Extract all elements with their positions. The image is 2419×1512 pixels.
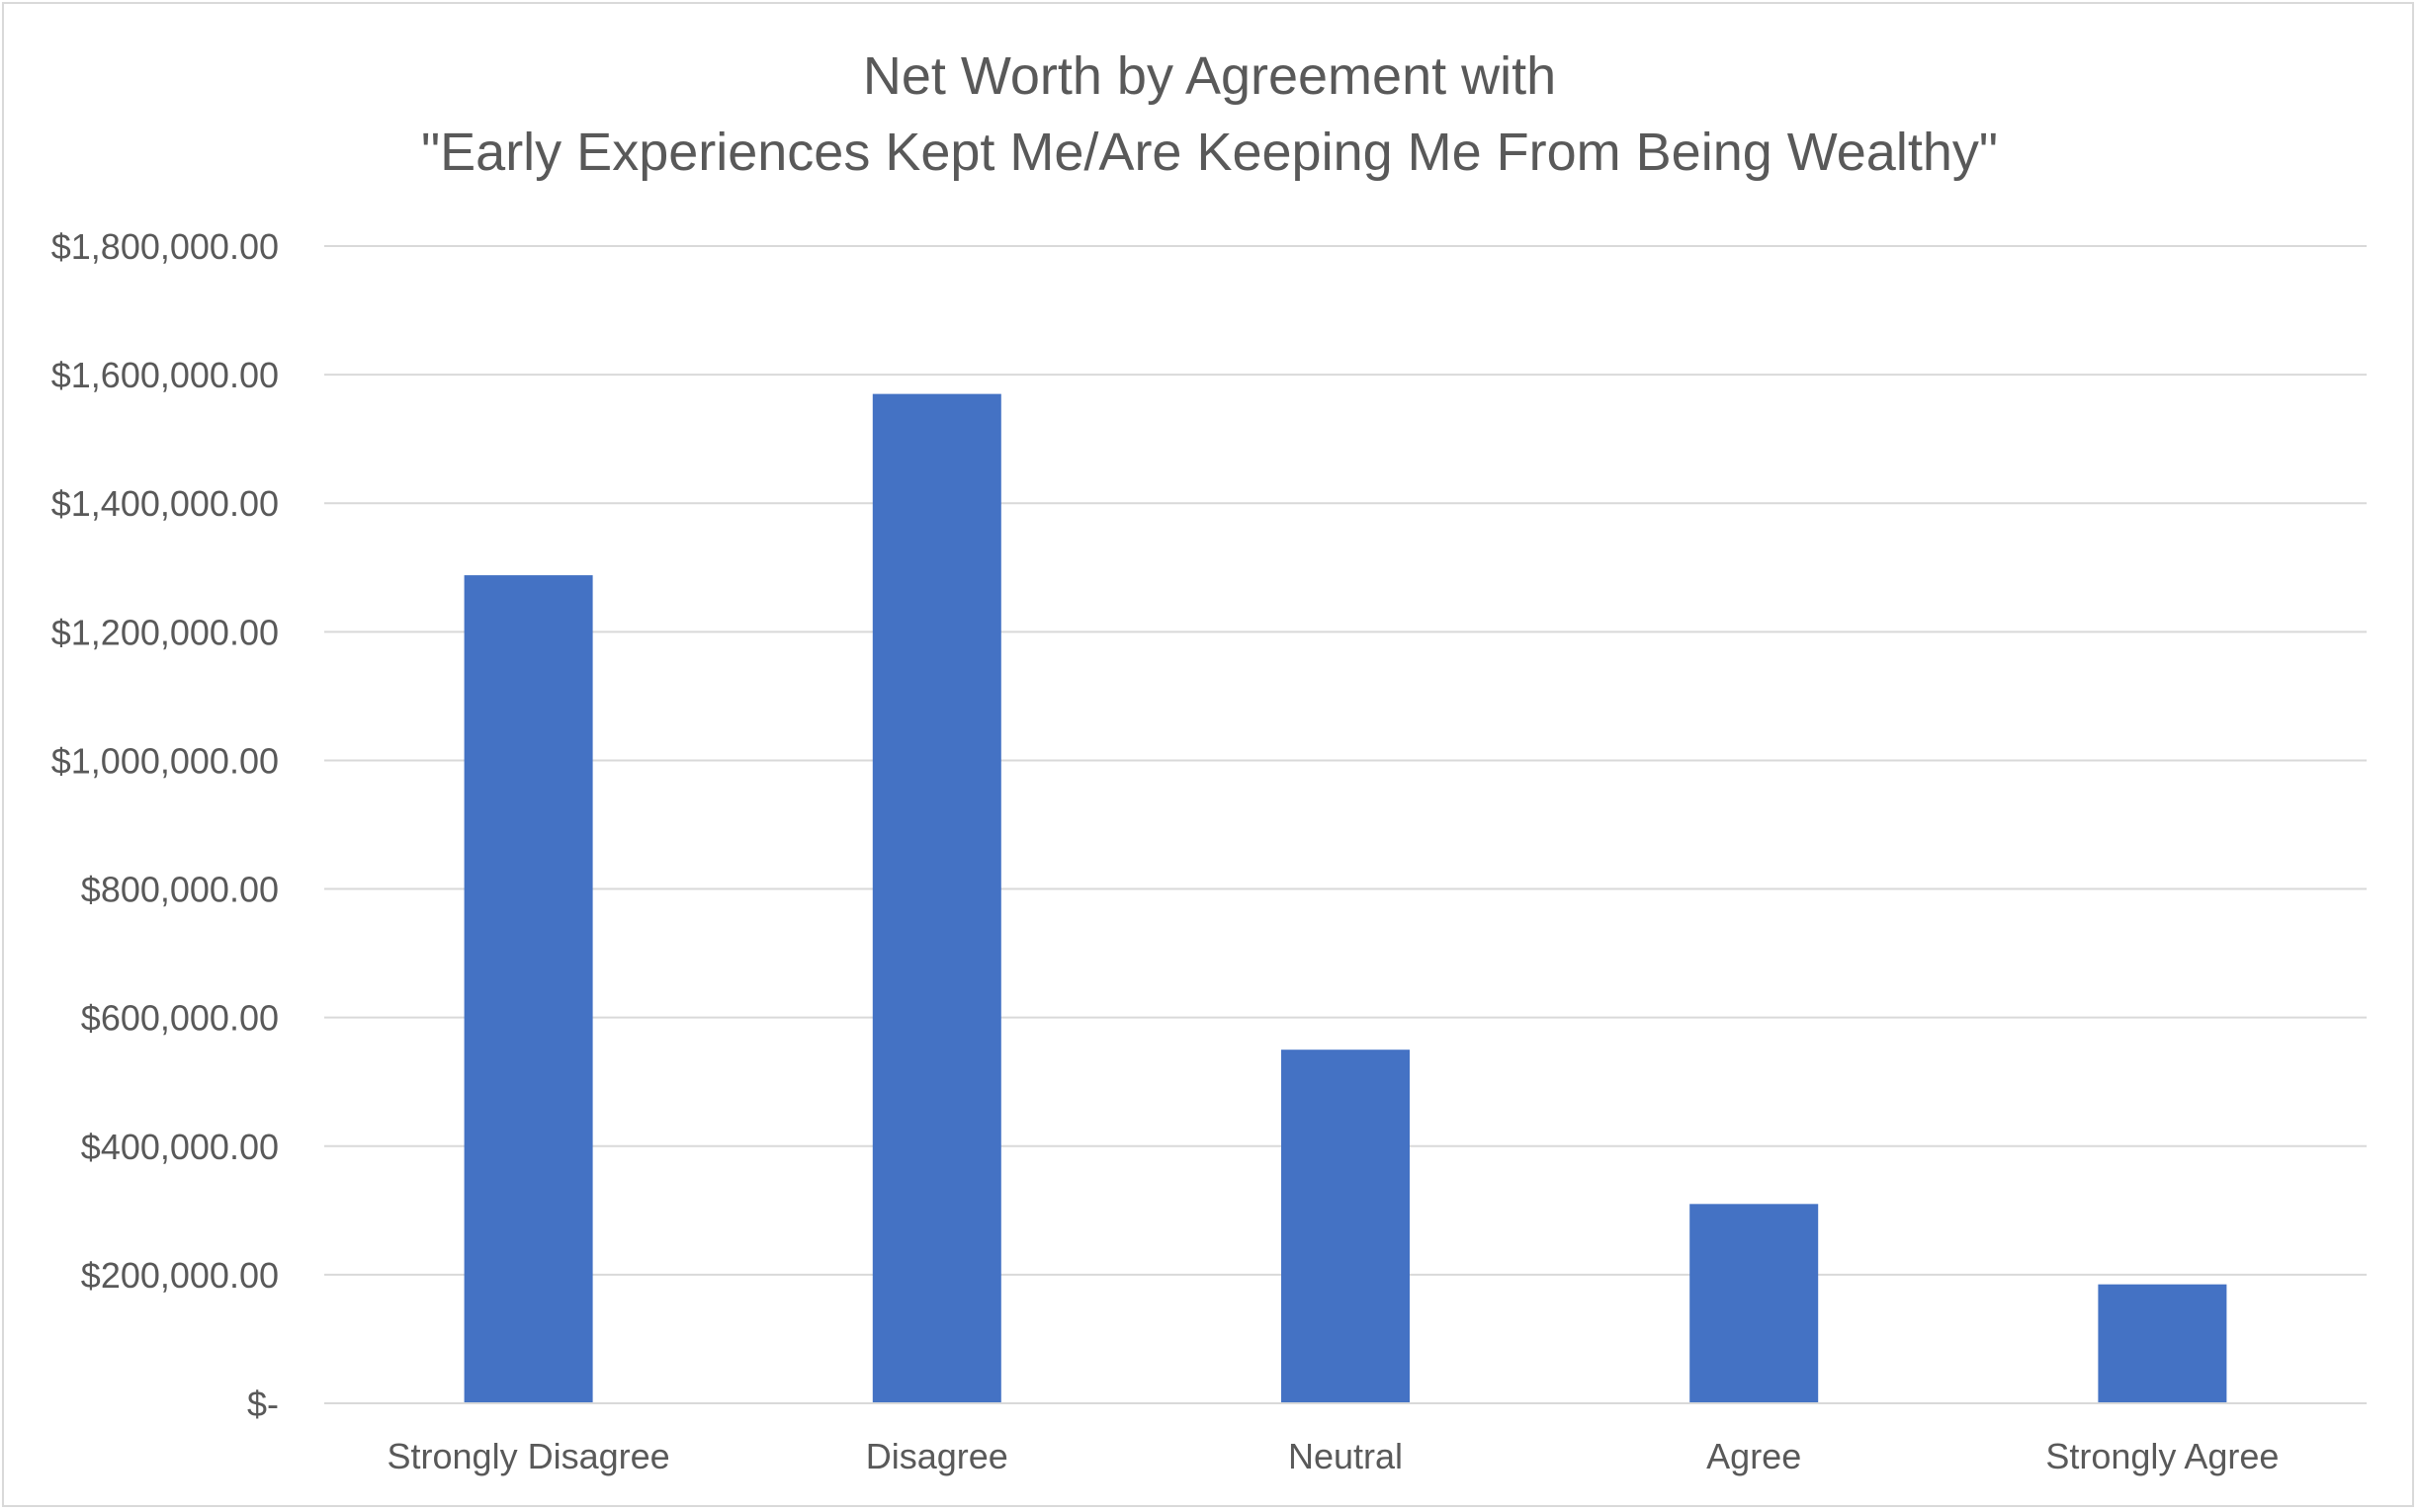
y-tick-label: $400,000.00 bbox=[81, 1127, 279, 1167]
bar-strongly-disagree bbox=[464, 575, 593, 1403]
x-tick-label: Agree bbox=[1706, 1436, 1801, 1476]
y-axis-tick-labels: $- $200,000.00 $400,000.00 $600,000.00 $800,… bbox=[51, 226, 279, 1424]
y-tick-label: $600,000.00 bbox=[81, 998, 279, 1039]
gridlines bbox=[324, 245, 2367, 1276]
bar-neutral bbox=[1281, 1050, 1410, 1403]
y-tick-label: $800,000.00 bbox=[81, 870, 279, 910]
y-tick-label: $1,400,000.00 bbox=[51, 483, 279, 524]
bar-agree bbox=[1689, 1204, 1819, 1403]
y-tick-label: $1,200,000.00 bbox=[51, 612, 279, 652]
chart-title-line-2: "Early Experiences Kept Me/Are Keeping M… bbox=[420, 123, 1999, 182]
y-tick-label: $1,800,000.00 bbox=[51, 226, 279, 267]
x-tick-label: Strongly Disagree bbox=[388, 1436, 670, 1476]
y-tick-label: $- bbox=[247, 1384, 279, 1424]
y-tick-label: $200,000.00 bbox=[81, 1255, 279, 1296]
x-tick-label: Neutral bbox=[1288, 1436, 1403, 1476]
bars bbox=[464, 393, 2227, 1403]
x-tick-label: Strongly Agree bbox=[2045, 1436, 2279, 1476]
x-tick-label: Disagree bbox=[866, 1436, 1008, 1476]
y-tick-label: $1,000,000.00 bbox=[51, 740, 279, 781]
bar-strongly-agree bbox=[2098, 1284, 2227, 1403]
bar-disagree bbox=[872, 393, 1001, 1403]
chart-title-line-1: Net Worth by Agreement with bbox=[862, 46, 1557, 106]
y-tick-label: $1,600,000.00 bbox=[51, 355, 279, 395]
x-axis-category-labels: Strongly Disagree Disagree Neutral Agree Str… bbox=[388, 1436, 2280, 1476]
